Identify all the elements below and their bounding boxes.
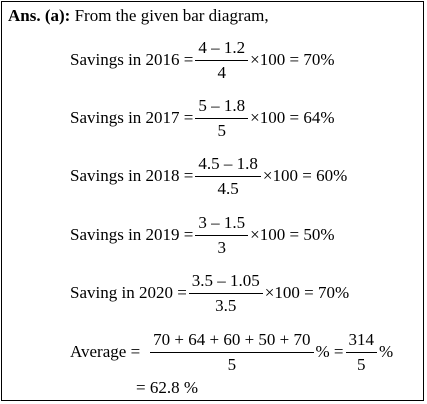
equation-rhs: ×100 = 70% xyxy=(264,283,350,302)
equation-savings-2019: Savings in 2019 = 3 – 1.5 3 ×100 = 50% xyxy=(70,212,335,258)
fraction-numerator: 314 xyxy=(345,330,378,353)
equation-lhs: Savings in 2016 = xyxy=(70,50,194,69)
answer-label: Ans. (a): xyxy=(8,6,71,25)
fraction: 4 – 1.2 4 xyxy=(195,38,249,82)
fraction: 4.5 – 1.8 4.5 xyxy=(195,154,261,198)
intro-text: From the given bar diagram, xyxy=(74,6,269,25)
fraction-numerator: 3.5 – 1.05 xyxy=(188,271,263,294)
fraction-numerator: 4 – 1.2 xyxy=(195,38,249,61)
fraction: 5 – 1.8 5 xyxy=(195,96,249,140)
equation-savings-2018: Savings in 2018 = 4.5 – 1.8 4.5 ×100 = 6… xyxy=(70,153,347,199)
fraction-numerator: 3 – 1.5 xyxy=(195,213,249,236)
fraction-denominator: 4.5 xyxy=(217,178,239,198)
fraction-denominator: 5 xyxy=(227,354,237,374)
equation-rhs: ×100 = 50% xyxy=(250,225,335,244)
equation-lhs: Savings in 2019 = xyxy=(70,225,194,244)
fraction: 3.5 – 1.05 3.5 xyxy=(188,271,263,315)
equation-lhs: Saving in 2020 = xyxy=(70,283,187,302)
fraction-denominator: 5 xyxy=(357,354,366,374)
equation-rhs: ×100 = 70% xyxy=(250,50,335,69)
fraction-denominator: 3.5 xyxy=(215,295,237,315)
equation-savings-2017: Savings in 2017 = 5 – 1.8 5 ×100 = 64% xyxy=(70,95,335,141)
equation-average: Average = 70 + 64 + 60 + 50 + 70 5 % = 3… xyxy=(70,329,393,375)
equation-lhs: Savings in 2017 = xyxy=(70,108,194,127)
fraction-denominator: 3 xyxy=(217,237,227,257)
fraction-simplified: 314 5 xyxy=(345,330,378,374)
equation-saving-2020: Saving in 2020 = 3.5 – 1.05 3.5 ×100 = 7… xyxy=(70,270,349,316)
fraction-numerator: 4.5 – 1.8 xyxy=(195,154,261,177)
equation-savings-2016: Savings in 2016 = 4 – 1.2 4 ×100 = 70% xyxy=(70,37,335,83)
average-lhs: Average = xyxy=(70,342,141,361)
equation-rhs: ×100 = 60% xyxy=(262,166,348,185)
average-result: = 62.8 % xyxy=(136,378,198,397)
average-percent: % xyxy=(379,342,394,361)
equation-rhs: ×100 = 64% xyxy=(250,108,335,127)
fraction: 70 + 64 + 60 + 50 + 70 5 xyxy=(150,330,314,374)
equation-lhs: Savings in 2018 = xyxy=(70,166,194,185)
fraction-denominator: 4 xyxy=(217,62,227,82)
fraction-numerator: 70 + 64 + 60 + 50 + 70 xyxy=(150,330,314,353)
fraction-numerator: 5 – 1.8 xyxy=(195,96,249,119)
answer-heading: Ans. (a): From the given bar diagram, xyxy=(8,6,269,26)
average-mid: % = xyxy=(315,342,344,361)
fraction-denominator: 5 xyxy=(217,120,227,140)
fraction: 3 – 1.5 3 xyxy=(195,213,249,257)
